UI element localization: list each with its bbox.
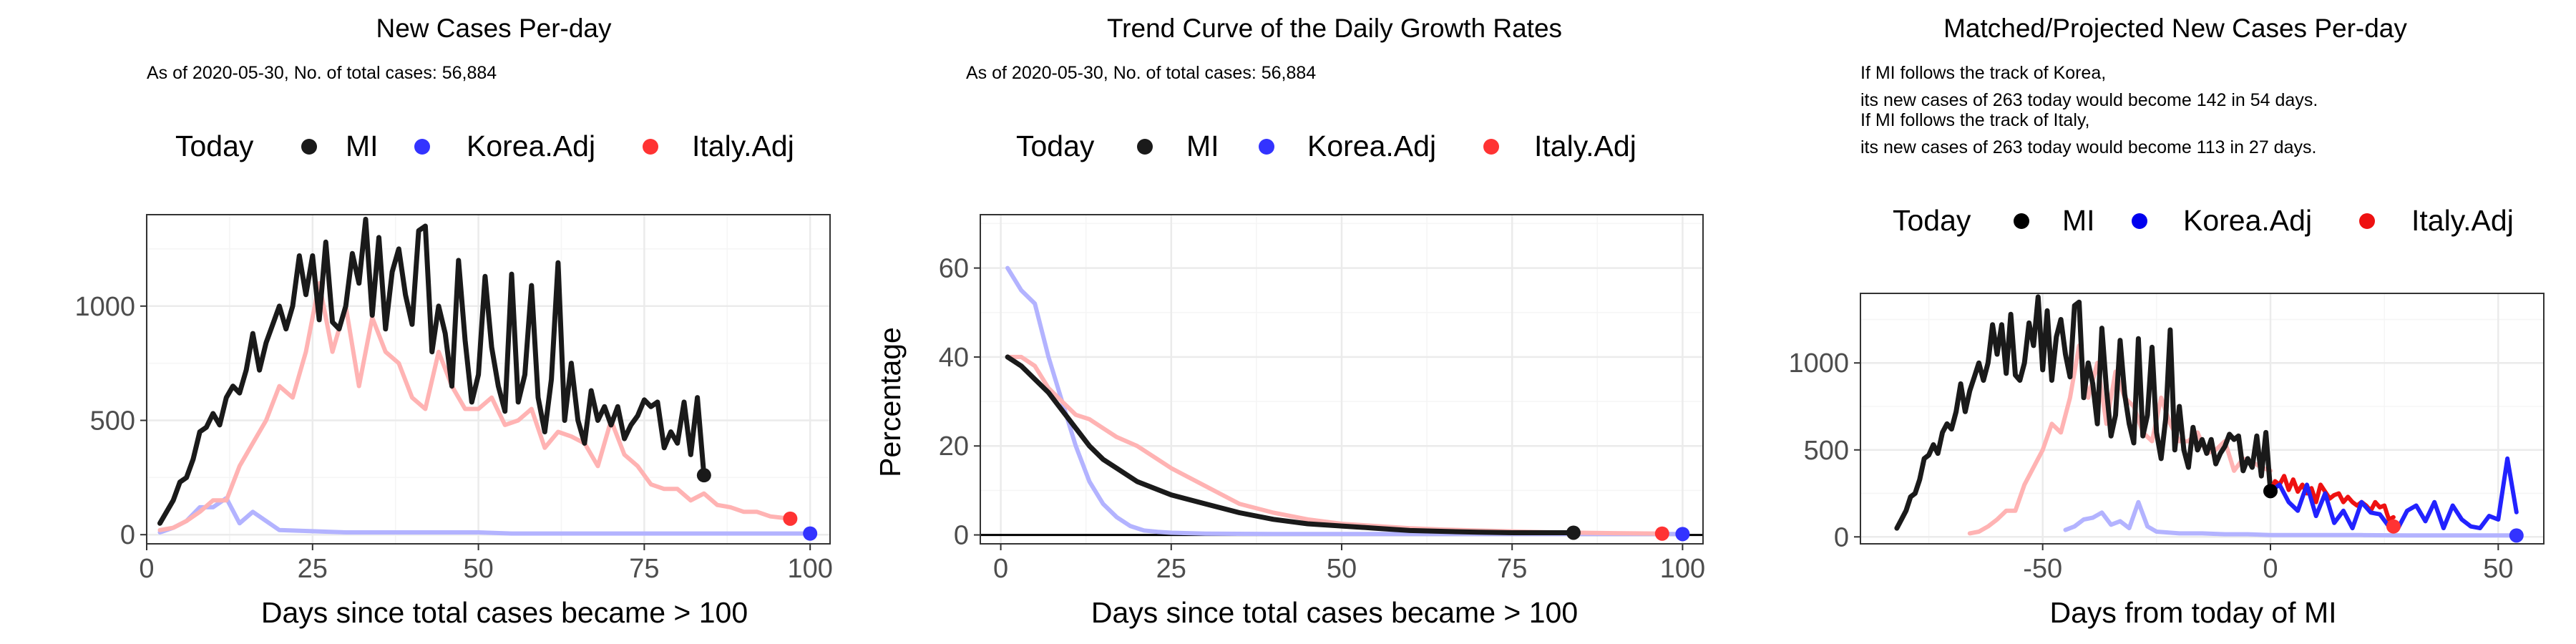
y-tick-label: 500	[1804, 436, 1849, 466]
panel1-subtitle: As of 2020-05-30, No. of total cases: 56…	[147, 63, 497, 83]
today-point-korea-adj	[803, 526, 818, 541]
legend2-mi-label: MI	[1186, 130, 1219, 162]
today-point-korea-adj	[1675, 527, 1690, 542]
panel1-xlabel: Days since total cases became > 100	[261, 596, 748, 629]
plot-border	[1860, 293, 2545, 545]
legend1-korea-dot	[414, 139, 430, 155]
legend3-italy-label: Italy.Adj	[2411, 204, 2514, 237]
legend1-today-label: Today	[175, 130, 254, 162]
x-tick-label: 50	[1327, 554, 1357, 584]
series-line-korea-adj	[2063, 499, 2519, 538]
panel3-xlabel: Days from today of MI	[2049, 596, 2336, 629]
panel2-title: Trend Curve of the Daily Growth Rates	[1107, 14, 1562, 43]
panel1-title: New Cases Per-day	[376, 14, 612, 43]
legend1-mi-dot	[301, 139, 317, 155]
today-point-italy-adj	[2386, 519, 2401, 534]
x-tick-label: 25	[1156, 554, 1186, 584]
panel3-subtitle-line2: its new cases of 263 today would become …	[1860, 90, 2318, 110]
x-tick-label: -50	[2023, 554, 2062, 584]
legend3-italy-dot	[2359, 213, 2375, 229]
plot-border	[146, 214, 831, 545]
x-tick-label: 50	[463, 554, 493, 584]
y-tick-label: 60	[939, 254, 969, 284]
x-tick-label: 0	[139, 554, 154, 584]
y-tick-label: 0	[954, 521, 969, 551]
y-tick-label: 0	[1834, 522, 1849, 552]
panel2-xlabel: Days since total cases became > 100	[1091, 596, 1578, 629]
series-layer	[980, 265, 1703, 537]
today-point-mi	[1566, 525, 1581, 540]
plot-border	[980, 214, 1704, 545]
panel3-title: Matched/Projected New Cases Per-day	[1943, 14, 2407, 43]
panel2-ylabel: Percentage	[874, 327, 907, 477]
panel3-subtitle-line4: its new cases of 263 today would become …	[1860, 137, 2316, 157]
y-tick-label: 0	[120, 520, 135, 550]
panel2-plot: 0 25 50 75 100 0 20 40 60	[939, 214, 1705, 584]
panel3-legend: Today MI Korea.Adj Italy.Adj	[1893, 204, 2514, 237]
legend2-today-label: Today	[1016, 130, 1095, 162]
legend3-korea-label: Korea.Adj	[2183, 204, 2312, 237]
today-point-korea-adj	[2509, 528, 2524, 543]
panel2-legend: Today MI Korea.Adj Italy.Adj	[1016, 130, 1636, 162]
y-tick-label: 1000	[1788, 348, 1849, 379]
today-point-italy-adj	[783, 511, 798, 526]
x-tick-label: 0	[2263, 554, 2278, 584]
panel2-subtitle: As of 2020-05-30, No. of total cases: 56…	[966, 63, 1316, 83]
legend2-korea-label: Korea.Adj	[1307, 130, 1436, 162]
legend2-italy-dot	[1483, 139, 1499, 155]
legend1-italy-label: Italy.Adj	[692, 130, 794, 162]
series-layer	[1894, 294, 2519, 538]
y-tick-label: 1000	[74, 292, 135, 322]
legend3-mi-label: MI	[2062, 204, 2095, 237]
plot-background	[1860, 293, 2544, 544]
series-line-italy-adj	[157, 280, 793, 532]
panel-new-cases: New Cases Per-day As of 2020-05-30, No. …	[74, 14, 832, 629]
legend2-italy-label: Italy.Adj	[1534, 130, 1636, 162]
series-layer	[157, 216, 813, 536]
y-tick-label: 20	[939, 431, 969, 462]
series-line-korea-adj	[157, 496, 813, 536]
x-tick-label: 75	[1497, 554, 1527, 584]
legend1-mi-label: MI	[346, 130, 379, 162]
today-point-mi	[696, 468, 711, 483]
x-tick-label: 75	[629, 554, 659, 584]
today-point-mi	[2263, 484, 2278, 499]
x-tick-label: 25	[298, 554, 328, 584]
panel-growth-rates: Trend Curve of the Daily Growth Rates As…	[874, 14, 1705, 629]
series-line-mi	[157, 216, 707, 526]
panel3-subtitle-line1: If MI follows the track of Korea,	[1860, 63, 2106, 83]
legend3-mi-dot	[2014, 213, 2029, 229]
series-line-italy-adj	[1967, 343, 2273, 536]
legend1-italy-dot	[643, 139, 658, 155]
x-tick-label: 100	[787, 554, 832, 584]
legend1-korea-label: Korea.Adj	[467, 130, 595, 162]
x-tick-label: 100	[1660, 554, 1705, 584]
series-line-mi	[1894, 294, 2273, 531]
legend2-korea-dot	[1259, 139, 1274, 155]
legend3-korea-dot	[2132, 213, 2147, 229]
panel3-subtitle-line3: If MI follows the track of Italy,	[1860, 110, 2089, 130]
panel-projected: Matched/Projected New Cases Per-day If M…	[1788, 14, 2545, 629]
y-tick-label: 40	[939, 343, 969, 373]
legend2-mi-dot	[1137, 139, 1153, 155]
today-point-italy-adj	[1654, 526, 1669, 541]
legend3-today-label: Today	[1893, 204, 1971, 237]
x-tick-label: 50	[2483, 554, 2513, 584]
series-line-mi	[1005, 354, 1576, 535]
y-tick-label: 500	[90, 406, 135, 436]
x-tick-label: 0	[993, 554, 1008, 584]
plot-background	[147, 215, 830, 544]
panel1-legend: Today MI Korea.Adj Italy.Adj	[175, 130, 794, 162]
series-line-italy-adj-projection	[2268, 474, 2396, 522]
